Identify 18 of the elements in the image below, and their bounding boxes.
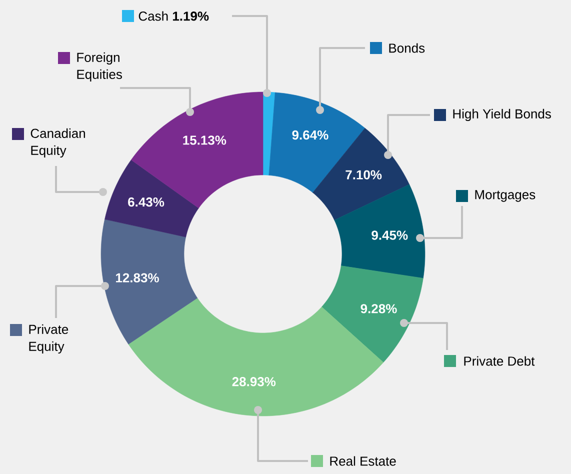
- legend-label: High Yield Bonds: [453, 108, 551, 122]
- data-label: 6.43%: [128, 197, 164, 207]
- data-label: 9.64%: [292, 130, 328, 140]
- legend-label: Foreign Equities: [77, 52, 122, 82]
- legend-label: Canadian Equity: [30, 128, 86, 158]
- data-label: 1.19%: [172, 12, 209, 21]
- data-label: 12.83%: [116, 273, 159, 282]
- legend-label: Private Equity: [29, 324, 68, 354]
- legend-label: Real Estate: [330, 456, 396, 466]
- data-label: 15.13%: [183, 136, 226, 145]
- legend-label: Bonds: [389, 43, 425, 53]
- legend-label: Mortgages: [475, 190, 536, 202]
- data-label: 9.45%: [372, 230, 408, 240]
- legend-label: Private Debt: [464, 356, 535, 366]
- legend-label: Cash: [138, 11, 168, 21]
- data-label: 28.93%: [232, 377, 276, 386]
- data-label: 9.28%: [360, 304, 397, 314]
- data-label: 7.10%: [346, 170, 382, 180]
